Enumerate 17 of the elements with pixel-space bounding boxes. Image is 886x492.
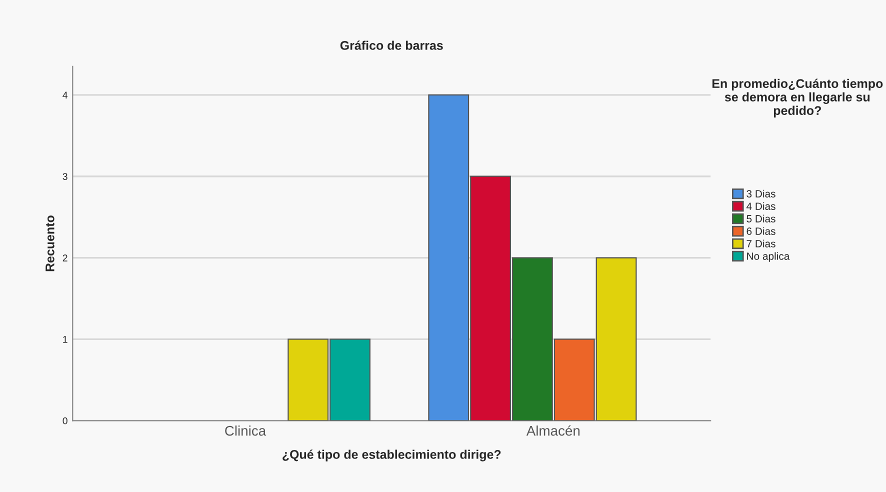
y-axis-title: Recuento <box>46 216 54 272</box>
y-tick-label: 2 <box>62 254 68 262</box>
legend-label: 4 Dias <box>746 202 776 210</box>
y-tick-label: 4 <box>62 92 68 98</box>
y-tick-label: 1 <box>63 336 68 343</box>
legend-title: En promedio¿Cuánto tiempo se demora en llegarle su pedido? <box>712 78 883 118</box>
y-tick-label: 0 <box>62 417 68 424</box>
legend-label: 3 Dias <box>746 190 776 198</box>
y-tick-label: 3 <box>62 173 68 180</box>
chart-title: Gráfico de barras <box>340 40 443 50</box>
legend-label: 7 Dias <box>746 240 776 248</box>
x-tick-label: Clinica <box>225 426 266 436</box>
legend-label: 6 Dias <box>746 227 776 235</box>
legend-label: No aplica <box>747 252 790 262</box>
legend-label: 5 Dias <box>746 214 776 222</box>
x-axis-title: ¿Qué tipo de establecimiento dirige? <box>282 450 501 462</box>
x-tick-label: Almacén <box>526 425 580 436</box>
